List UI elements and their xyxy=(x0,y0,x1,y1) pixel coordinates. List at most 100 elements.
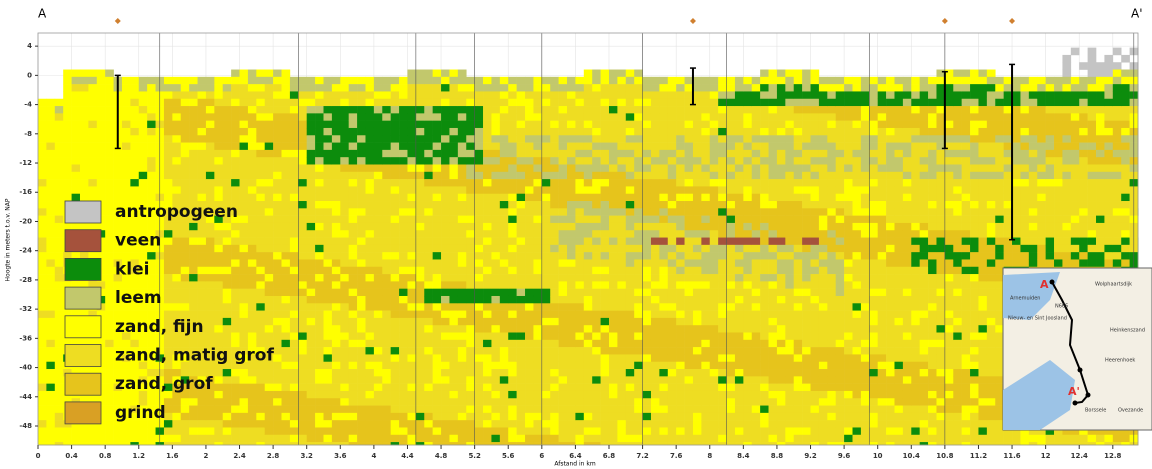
lithology-cell xyxy=(248,289,257,297)
lithology-cell xyxy=(164,274,173,282)
lithology-cell xyxy=(55,369,64,377)
lithology-cell xyxy=(323,252,332,260)
lithology-cell xyxy=(676,216,685,224)
lithology-cell xyxy=(407,303,416,311)
lithology-cell xyxy=(433,376,442,384)
lithology-cell xyxy=(651,106,660,114)
lithology-cell xyxy=(827,267,836,275)
lithology-cell xyxy=(827,201,836,209)
lithology-cell xyxy=(441,267,450,275)
lithology-cell xyxy=(601,369,610,377)
lithology-cell xyxy=(491,113,500,121)
lithology-cell xyxy=(542,398,551,406)
lithology-cell xyxy=(164,135,173,143)
lithology-cell xyxy=(458,369,467,377)
lithology-cell xyxy=(63,70,72,78)
lithology-cell xyxy=(735,121,744,129)
lithology-cell xyxy=(466,259,475,267)
lithology-cell xyxy=(651,113,660,121)
lithology-cell xyxy=(298,384,307,392)
lithology-cell xyxy=(399,274,408,282)
lithology-cell xyxy=(315,281,324,289)
lithology-cell xyxy=(533,91,542,99)
lithology-cell xyxy=(80,427,89,435)
lithology-cell xyxy=(265,208,274,216)
lithology-cell xyxy=(307,259,316,267)
lithology-cell xyxy=(332,143,341,151)
lithology-cell xyxy=(231,84,240,92)
lithology-cell xyxy=(290,333,299,341)
lithology-cell xyxy=(214,135,223,143)
lithology-cell xyxy=(365,121,374,129)
lithology-cell xyxy=(710,179,719,187)
lithology-cell xyxy=(685,143,694,151)
lithology-cell xyxy=(130,223,139,231)
lithology-cell xyxy=(357,325,366,333)
lithology-cell xyxy=(508,420,517,428)
lithology-cell xyxy=(836,208,845,216)
lithology-cell xyxy=(198,296,207,304)
lithology-cell xyxy=(323,325,332,333)
lithology-cell xyxy=(273,223,282,231)
lithology-cell xyxy=(811,208,820,216)
lithology-cell xyxy=(55,340,64,348)
lithology-cell xyxy=(542,435,551,443)
lithology-cell xyxy=(491,318,500,326)
lithology-cell xyxy=(592,150,601,158)
lithology-cell xyxy=(55,223,64,231)
lithology-cell xyxy=(525,274,534,282)
lithology-cell xyxy=(777,70,786,78)
lithology-cell xyxy=(634,259,643,267)
lithology-cell xyxy=(349,413,358,421)
lithology-cell xyxy=(592,245,601,253)
lithology-cell xyxy=(651,91,660,99)
lithology-cell xyxy=(391,340,400,348)
lithology-cell xyxy=(164,186,173,194)
lithology-cell xyxy=(433,216,442,224)
lithology-cell xyxy=(643,406,652,414)
lithology-cell xyxy=(323,91,332,99)
lithology-cell xyxy=(441,70,450,78)
lithology-cell xyxy=(626,333,635,341)
lithology-cell xyxy=(382,354,391,362)
lithology-cell xyxy=(777,362,786,370)
lithology-cell xyxy=(374,398,383,406)
lithology-cell xyxy=(802,179,811,187)
lithology-cell xyxy=(676,172,685,180)
lithology-cell xyxy=(273,128,282,136)
lithology-cell xyxy=(500,164,509,172)
lithology-cell xyxy=(819,413,828,421)
lithology-cell xyxy=(240,157,249,165)
lithology-cell xyxy=(802,245,811,253)
lithology-cell xyxy=(693,296,702,304)
lithology-cell xyxy=(777,325,786,333)
lithology-cell xyxy=(466,91,475,99)
lithology-cell xyxy=(256,311,265,319)
lithology-cell xyxy=(785,164,794,172)
lithology-cell xyxy=(811,435,820,443)
lithology-cell xyxy=(491,186,500,194)
lithology-cell xyxy=(382,369,391,377)
lithology-cell xyxy=(836,413,845,421)
lithology-cell xyxy=(533,384,542,392)
lithology-cell xyxy=(685,333,694,341)
lithology-cell xyxy=(483,84,492,92)
lithology-cell xyxy=(164,113,173,121)
lithology-cell xyxy=(844,113,853,121)
lithology-cell xyxy=(206,406,215,414)
lithology-cell xyxy=(676,157,685,165)
lithology-cell xyxy=(777,281,786,289)
lithology-cell xyxy=(441,369,450,377)
lithology-cell xyxy=(508,303,517,311)
lithology-cell xyxy=(181,274,190,282)
lithology-cell xyxy=(542,274,551,282)
lithology-cell xyxy=(802,333,811,341)
lithology-cell xyxy=(307,179,316,187)
lithology-cell xyxy=(206,186,215,194)
lithology-cell xyxy=(634,99,643,107)
lithology-cell xyxy=(794,398,803,406)
lithology-cell xyxy=(97,427,106,435)
lithology-cell xyxy=(550,362,559,370)
lithology-cell xyxy=(542,281,551,289)
lithology-cell xyxy=(743,150,752,158)
